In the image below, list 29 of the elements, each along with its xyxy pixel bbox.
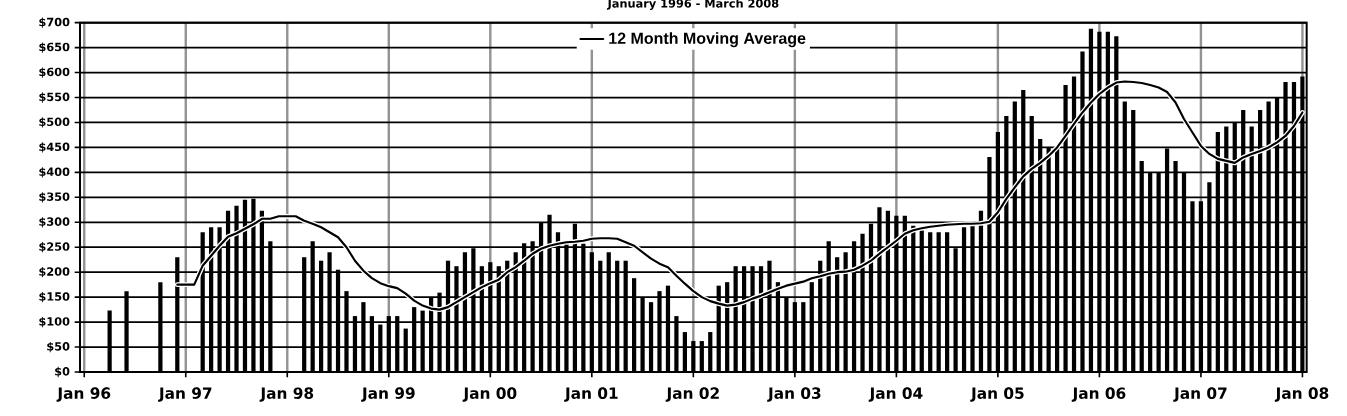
y-tick-label: $50 — [47, 341, 70, 353]
y-tick-label: $450 — [39, 142, 70, 153]
x-tick-label: Jan 06 — [1071, 387, 1126, 402]
y-tick-label: $500 — [39, 117, 70, 128]
x-tick-label: Jan 98 — [259, 387, 314, 402]
y-tick-label: $600 — [39, 67, 70, 78]
x-tick-label: Jan 05 — [970, 387, 1024, 402]
x-tick-label: Jan 01 — [564, 387, 618, 402]
x-tick-label: Jan 96 — [56, 387, 111, 402]
y-tick-label: $550 — [39, 92, 70, 103]
x-tick-label: Jan 07 — [1173, 387, 1227, 402]
y-tick-label: $650 — [39, 42, 70, 53]
y-tick-label: $300 — [39, 217, 70, 228]
y-tick-label: $150 — [39, 291, 70, 303]
y-tick-label: $0 — [55, 366, 70, 378]
x-tick-label: Jan 08 — [1274, 387, 1329, 402]
y-tick-label: $100 — [39, 316, 70, 328]
y-tick-label: $350 — [39, 192, 70, 203]
y-tick-label: $400 — [39, 167, 70, 178]
x-tick-label: Jan 97 — [158, 387, 212, 402]
x-tick-label: Jan 02 — [665, 387, 719, 402]
y-tick-label: $700 — [39, 17, 70, 28]
x-tick-label: Jan 04 — [868, 387, 923, 402]
y-tick-label: $200 — [39, 267, 70, 278]
legend-label: 12 Month Moving Average — [609, 32, 806, 48]
x-tick-label: Jan 99 — [361, 387, 415, 402]
y-tick-label: $250 — [39, 242, 70, 253]
x-tick-label: Jan 03 — [767, 387, 821, 402]
x-tick-label: Jan 00 — [462, 387, 517, 402]
